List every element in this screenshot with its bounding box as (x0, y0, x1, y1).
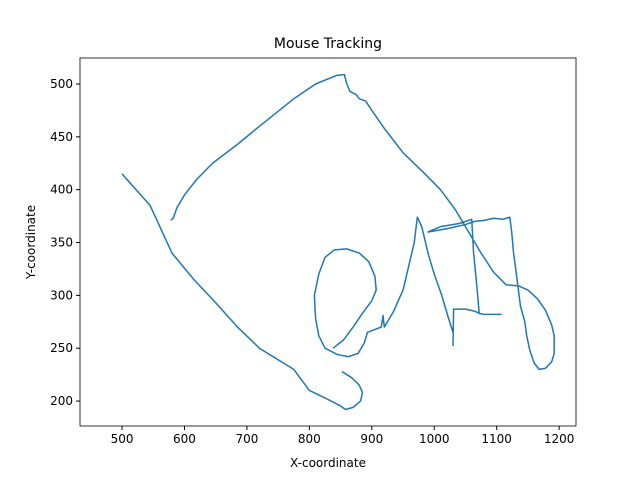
y-tick-label: 200 (50, 394, 73, 408)
x-tick-label: 600 (173, 432, 196, 446)
x-tick-label: 800 (298, 432, 321, 446)
x-tick-label: 700 (235, 432, 258, 446)
y-axis-label: Y-coordinate (24, 205, 38, 280)
chart-title: Mouse Tracking (274, 36, 382, 52)
y-tick-label: 300 (50, 288, 73, 302)
y-tick-label: 400 (50, 183, 73, 197)
y-tick-label: 350 (50, 236, 73, 250)
x-tick-label: 1100 (481, 432, 512, 446)
x-axis-label: X-coordinate (290, 456, 366, 470)
line (121, 73, 555, 411)
y-tick-label: 250 (50, 341, 73, 355)
y-tick-label: 450 (50, 130, 73, 144)
plot-frame (79, 57, 577, 427)
x-tick-label: 900 (360, 432, 383, 446)
x-tick-label: 1000 (419, 432, 450, 446)
x-tick-label: 1200 (544, 432, 575, 446)
x-tick-label: 500 (111, 432, 134, 446)
y-tick-label: 500 (50, 77, 73, 91)
